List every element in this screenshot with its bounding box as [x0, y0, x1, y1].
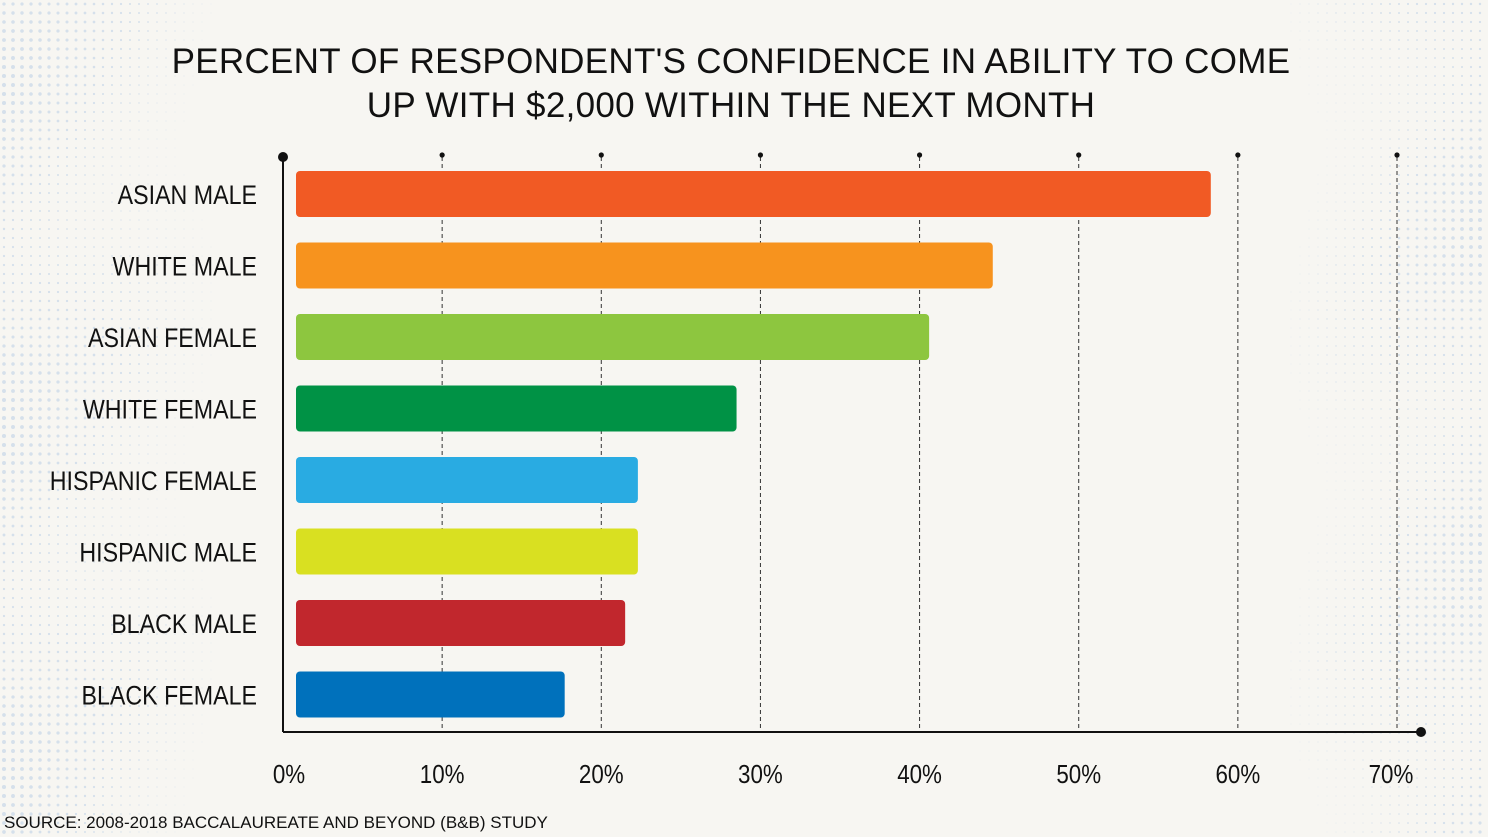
x-tick-label: 50% [1056, 760, 1101, 789]
x-tick-label: 70% [1369, 760, 1414, 789]
x-tick-label: 60% [1215, 760, 1260, 789]
gridline-end-dot [439, 152, 445, 158]
source-note: SOURCE: 2008-2018 BACCALAUREATE AND BEYO… [4, 813, 548, 832]
bar [296, 457, 638, 503]
category-label: ASIAN MALE [118, 180, 257, 210]
chart-title-line-1: PERCENT OF RESPONDENT'S CONFIDENCE IN AB… [171, 42, 1291, 81]
chart-title-line-2: UP WITH $2,000 WITHIN THE NEXT MONTH [366, 86, 1096, 125]
bar [296, 671, 565, 718]
x-tick-label: 20% [579, 760, 624, 789]
x-tick-label: 0% [273, 760, 305, 789]
category-label: BLACK MALE [111, 609, 257, 639]
gridline-end-dot [1076, 152, 1082, 158]
x-tick-label: 10% [420, 760, 465, 789]
gridline-end-dot [757, 152, 764, 158]
category-label: BLACK FEMALE [82, 681, 257, 711]
category-label: WHITE MALE [113, 252, 257, 282]
bar [296, 385, 737, 432]
y-axis-end-dot [278, 152, 288, 162]
gridline-end-dot [598, 152, 604, 158]
bar [296, 314, 930, 360]
x-tick-label: 40% [897, 760, 942, 789]
category-label: HISPANIC MALE [79, 538, 257, 568]
gridline-end-dot [916, 152, 923, 158]
category-label: WHITE FEMALE [83, 395, 257, 425]
category-label: ASIAN FEMALE [88, 323, 257, 353]
bar [296, 600, 626, 646]
x-axis-end-dot [1416, 727, 1426, 737]
chart-title: PERCENT OF RESPONDENT'S CONFIDENCE IN AB… [0, 40, 1462, 128]
gridline-end-dot [1235, 152, 1241, 158]
category-label: HISPANIC FEMALE [50, 466, 257, 496]
bar [296, 171, 1211, 217]
bar [296, 242, 993, 289]
bar [296, 528, 638, 575]
gridline-end-dot [1394, 152, 1400, 158]
x-tick-label: 30% [738, 760, 783, 789]
